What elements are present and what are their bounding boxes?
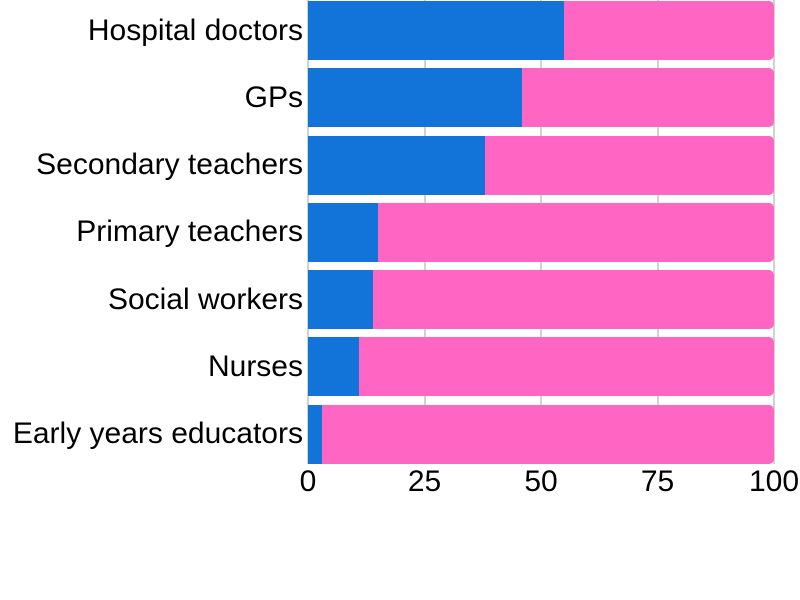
category-label: GPs [244, 80, 303, 114]
bar-track [308, 202, 774, 262]
category-label: Early years educators [12, 417, 303, 451]
bar-row: Hospital doctors [0, 1, 800, 60]
x-tick-label: 0 [299, 465, 317, 498]
bar-segment-pink [564, 1, 774, 60]
bar-row: Social workers [0, 270, 800, 330]
bar-segment-blue [308, 337, 360, 397]
x-tick-label: 75 [640, 465, 675, 498]
category-label: Social workers [107, 282, 303, 316]
bar-track [308, 1, 774, 60]
bar-row: Secondary teachers [0, 135, 800, 195]
bar-segment-pink [359, 337, 774, 397]
bar-row: Nurses [0, 337, 800, 397]
x-tick-label: 50 [524, 465, 558, 498]
bar-rows: Hospital doctors GPs Secondary teachers Pri… [0, 1, 800, 464]
x-axis: 0 25 50 75 100 [300, 465, 799, 501]
bar-segment-blue [308, 270, 374, 330]
bar-track [308, 404, 774, 464]
bar-track [308, 68, 774, 128]
bar-row: Primary teachers [0, 202, 800, 262]
bar-row: Early years educators [0, 404, 800, 464]
bar-segment-pink [485, 135, 774, 195]
bar-segment-blue [308, 135, 486, 195]
category-label: Hospital doctors [87, 13, 303, 47]
gridline [773, 0, 775, 464]
bar-track [308, 270, 774, 330]
bar-segment-blue [308, 404, 322, 464]
bar-track [308, 337, 774, 397]
category-label: Primary teachers [76, 215, 303, 249]
bar-segment-blue [308, 202, 378, 262]
bar-segment-blue [308, 1, 565, 60]
x-tick-label: 100 [748, 465, 800, 498]
bar-segment-blue [308, 68, 523, 128]
bar-segment-pink [377, 202, 774, 262]
bar-track [308, 135, 774, 195]
bar-segment-pink [321, 404, 774, 464]
bar-segment-pink [522, 68, 774, 128]
category-label: Secondary teachers [36, 148, 303, 182]
bar-row: GPs [0, 68, 800, 128]
category-label: Nurses [207, 349, 303, 383]
x-tick-label: 25 [407, 465, 442, 498]
bar-segment-pink [373, 270, 774, 330]
